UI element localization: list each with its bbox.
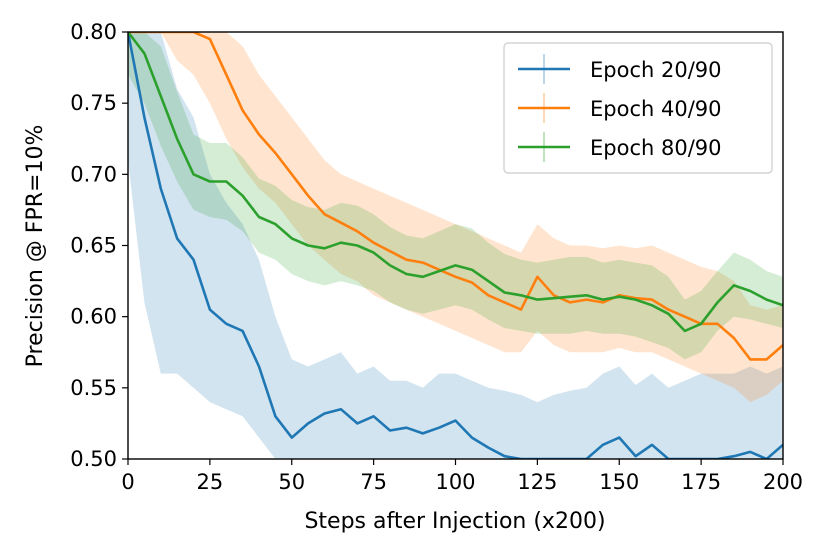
error-bands [128,32,783,459]
x-tick-label: 150 [599,470,639,494]
y-tick-label: 0.60 [70,305,117,329]
series-lines [128,32,783,459]
series-line-epoch-40-90 [128,32,783,361]
legend-label-epoch-20-90: Epoch 20/90 [590,58,722,82]
x-tick-label: 125 [517,470,557,494]
y-axis-label: Precision @ FPR=10% [23,125,48,368]
y-tick-label: 0.55 [70,376,117,400]
x-tick-label: 25 [197,470,224,494]
x-tick-label: 175 [681,470,721,494]
series-line-epoch-80-90 [128,32,783,333]
x-tick-label: 50 [278,470,305,494]
x-tick-label: 200 [763,470,803,494]
error-band-epoch-20-90 [128,32,783,459]
ticks: 0 25 50 75 100 125 150 175 200 0.50 0.55 0.60 0.65 0.… [70,20,803,494]
y-tick-label: 0.65 [70,234,117,258]
x-tick-label: 0 [121,470,134,494]
legend-label-epoch-40-90: Epoch 40/90 [590,97,722,121]
y-tick-label: 0.50 [70,447,117,471]
x-tick-label: 75 [360,470,387,494]
legend-box [503,42,773,174]
y-tick-label: 0.80 [70,20,117,44]
series-line-epoch-20-90 [128,32,783,459]
y-tick-label: 0.75 [70,91,117,115]
error-band-epoch-40-90 [128,32,783,403]
error-band-epoch-80-90 [128,32,783,360]
x-axis-label: Steps after Injection (x200) [304,509,605,534]
x-tick-label: 100 [435,470,475,494]
legend: Epoch 20/90 Epoch 40/90 Epoch 80/90 [503,42,773,174]
legend-label-epoch-80-90: Epoch 80/90 [590,136,722,160]
y-tick-label: 0.70 [70,162,117,186]
